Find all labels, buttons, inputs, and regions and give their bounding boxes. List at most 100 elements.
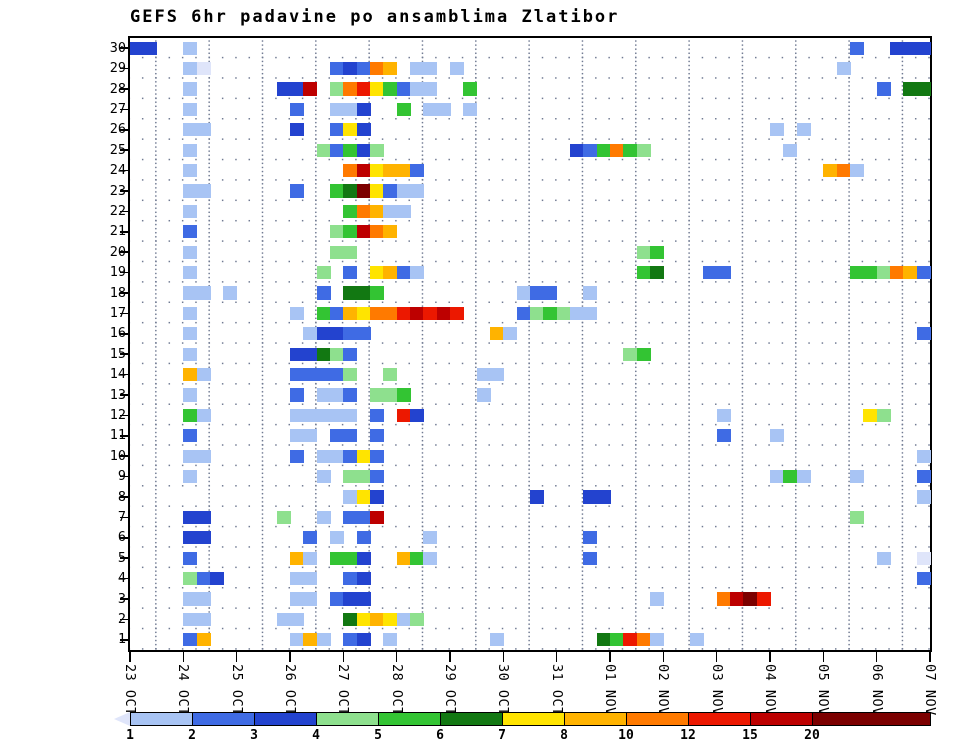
heatmap-cell [383,82,398,96]
heatmap-cell [343,572,358,586]
heatmap-cell [396,164,411,178]
heatmap-cell [650,266,664,280]
y-axis-tick [120,639,130,641]
heatmap-cell [356,204,371,218]
heatmap-cell [183,592,198,606]
x-axis-tick [769,650,771,662]
x-axis-label: 05 NOV [815,664,832,716]
legend-label: 12 [680,728,696,742]
heatmap-cell [316,633,331,647]
y-axis-tick [120,210,130,213]
heatmap-cell [303,82,318,96]
heatmap-cell [330,531,344,545]
heatmap-cell [290,592,304,606]
y-axis-label: 13 [109,386,126,403]
heatmap-cell [370,408,384,422]
heatmap-cell [356,449,371,463]
heatmap-cell [183,82,198,96]
y-axis-label: 7 [117,508,126,525]
heatmap-cell [316,347,331,361]
heatmap-cell [356,490,371,504]
heatmap-cell [343,449,358,463]
y-axis-tick [120,455,130,457]
heatmap-cell [396,612,411,626]
y-axis-label: 24 [109,162,126,179]
heatmap-cell [183,408,198,422]
heatmap-cell [876,82,891,96]
y-axis-label: 17 [109,304,126,321]
heatmap-cell [196,633,211,647]
heatmap-cell [330,551,344,565]
y-axis-tick [120,108,130,111]
heatmap-cell [316,408,331,422]
heatmap-cell [370,62,384,76]
heatmap-cell [276,612,291,626]
heatmap-cell [343,551,358,565]
heatmap-cell [210,572,224,586]
heatmap-cell [343,62,358,76]
x-axis-tick [395,650,398,662]
heatmap-cell [330,82,344,96]
heatmap-cell [330,388,344,402]
heatmap-cell [383,62,398,76]
heatmap-cell [916,266,931,280]
legend-label: 1 [126,728,134,742]
x-axis-tick [342,650,345,662]
heatmap-cell [183,41,198,55]
legend-label: 10 [618,728,634,742]
heatmap-cell [423,82,438,96]
x-axis-label: 30 OCT [495,664,512,716]
x-axis-label: 25 OCT [228,664,245,716]
heatmap-cell [850,164,864,178]
y-axis-label: 30 [109,39,126,56]
legend-cap-left [114,712,130,726]
heatmap-cell [356,225,371,239]
heatmap-cell [343,633,358,647]
heatmap-cell [916,551,931,565]
heatmap-cell [356,327,371,341]
heatmap-cell [743,592,758,606]
heatmap-cell [383,368,398,382]
heatmap-cell [316,449,331,463]
heatmap-cell [583,286,598,300]
heatmap-cell [383,306,398,320]
heatmap-cell [303,572,318,586]
heatmap-cell [916,470,931,484]
heatmap-cell [183,633,198,647]
heatmap-cell [876,551,891,565]
heatmap-cell [916,41,931,55]
heatmap-cell [330,408,344,422]
y-axis-label: 2 [117,610,126,627]
heatmap-cell [410,266,424,280]
heatmap-cell [383,612,398,626]
legend-swatch [564,712,627,726]
heatmap-cell [356,633,371,647]
heatmap-cell [396,82,411,96]
heatmap-cell [863,408,878,422]
heatmap-cell [490,327,504,341]
heatmap-cell [303,347,318,361]
heatmap-cell [583,306,598,320]
heatmap-cell [183,612,198,626]
x-axis-label: 23 OCT [122,664,138,716]
y-axis-label: 27 [109,100,126,117]
heatmap-cell [383,266,398,280]
heatmap-cell [370,388,384,402]
heatmap-cell [650,245,664,259]
heatmap-cell [223,286,238,300]
heatmap-cell [423,531,438,545]
heatmap-cell [850,510,864,524]
heatmap-cell [290,572,304,586]
heatmap-cell [716,592,731,606]
y-axis-label: 11 [109,427,126,444]
heatmap-cell [343,123,358,137]
heatmap-cell [423,62,438,76]
heatmap-cell [183,286,198,300]
heatmap-cell [903,266,918,280]
y-axis-label: 23 [109,182,126,199]
heatmap-cell [490,633,504,647]
x-axis-tick [129,650,131,662]
heatmap-cell [290,551,304,565]
x-axis-label: 27 OCT [335,664,352,716]
heatmap-cell [183,245,198,259]
